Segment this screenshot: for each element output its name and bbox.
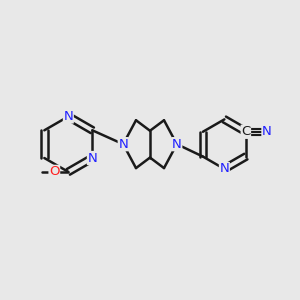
Text: O: O xyxy=(49,165,60,178)
Text: N: N xyxy=(220,163,229,176)
Text: N: N xyxy=(118,138,128,151)
Text: N: N xyxy=(262,125,272,138)
Text: N: N xyxy=(64,110,73,123)
Text: N: N xyxy=(172,138,182,151)
Text: C: C xyxy=(241,125,250,138)
Text: N: N xyxy=(88,152,97,164)
